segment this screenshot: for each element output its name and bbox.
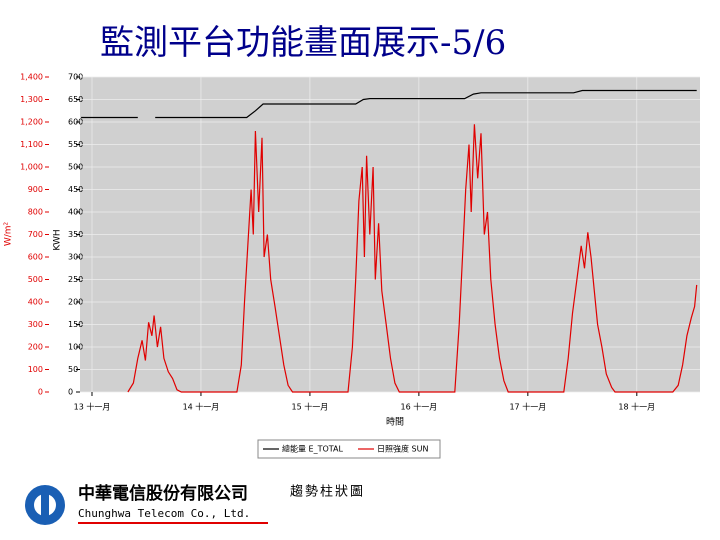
legend-label: 總能量 E_TOTAL: [282, 444, 344, 454]
y-tick-label: 1,400: [20, 73, 43, 82]
y-tick-label: 1,200: [20, 118, 43, 127]
series-line: [81, 89, 697, 119]
legend-label: 日照強度 SUN: [377, 444, 428, 454]
y-tick-label: 400: [28, 298, 43, 307]
x-axis-label: 時間: [386, 417, 404, 428]
slide-title: 監測平台功能畫面展示-5/6: [100, 23, 506, 63]
y2-tick-label: 150: [68, 320, 83, 329]
x-tick-label: 17 十一月: [509, 402, 546, 412]
y-tick-label: 600: [28, 253, 43, 262]
company-cn: 中華電信股份有限公司: [78, 483, 248, 504]
y-tick-label: 1,000: [20, 163, 43, 172]
y-tick-label: 900: [28, 185, 43, 194]
x-tick-label: 18 十一月: [618, 402, 655, 412]
y-tick-label: 800: [28, 208, 43, 217]
y-axis-label: W/m²: [4, 221, 14, 246]
caption: 趨勢柱狀圖: [290, 485, 365, 500]
y2-tick-label: 50: [68, 365, 78, 374]
y-tick-label: 100: [28, 365, 43, 374]
y2-tick-label: 300: [68, 253, 83, 262]
x-tick-label: 15 十一月: [292, 402, 329, 412]
y2-tick-label: 350: [68, 230, 83, 239]
y-tick-label: 1,300: [20, 95, 43, 104]
y2-tick-label: 400: [68, 208, 83, 217]
company-en: Chunghwa Telecom Co., Ltd.: [78, 507, 250, 520]
y-tick-label: 1,100: [20, 140, 43, 149]
y2-tick-label: 250: [68, 275, 83, 284]
x-tick-label: 13 十一月: [74, 402, 111, 412]
y2-tick-label: 100: [68, 343, 83, 352]
series-line: [127, 124, 698, 393]
y2-tick-label: 0: [68, 388, 73, 397]
y2-tick-label: 550: [68, 140, 83, 149]
y2-tick-label: 450: [68, 185, 83, 194]
y-tick-label: 0: [38, 388, 43, 397]
x-tick-label: 14 十一月: [183, 402, 220, 412]
x-tick-label: 16 十一月: [401, 402, 438, 412]
y2-tick-label: 600: [68, 118, 83, 127]
y-tick-label: 200: [28, 343, 43, 352]
y-tick-label: 500: [28, 275, 43, 284]
legend: 總能量 E_TOTAL 日照強度 SUN: [257, 439, 441, 459]
logo: 中華電信股份有限公司 Chunghwa Telecom Co., Ltd.: [25, 483, 268, 525]
y2-tick-label: 650: [68, 95, 83, 104]
y-tick-label: 700: [28, 230, 43, 239]
logo-mark: [41, 490, 49, 520]
y2-tick-label: 700: [68, 73, 83, 82]
legend-box: [257, 439, 441, 459]
y-tick-label: 300: [28, 320, 43, 329]
y2-tick-label: 200: [68, 298, 83, 307]
y2-tick-label: 500: [68, 163, 83, 172]
y2-axis-label: KWH: [53, 229, 63, 250]
